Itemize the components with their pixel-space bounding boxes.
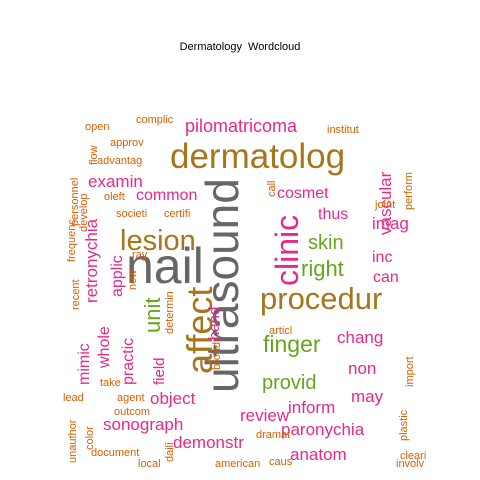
- word-perform: perform: [403, 172, 415, 210]
- word-procedur: procedur: [260, 281, 382, 316]
- word-field: field: [151, 357, 168, 385]
- word-skin: skin: [308, 232, 344, 254]
- word-personnel: personnel: [69, 178, 81, 226]
- word-review: review: [240, 406, 290, 425]
- word-cleari: cleari: [400, 450, 426, 462]
- word-chang: chang: [337, 328, 383, 347]
- word-complic: complic: [136, 114, 174, 126]
- word-local: local: [138, 458, 161, 470]
- word-advantag: advantag: [97, 155, 142, 167]
- word-take: take: [100, 377, 121, 389]
- chart-title: Dermatology Wordcloud: [179, 41, 301, 53]
- word-right: right: [301, 256, 344, 281]
- word-examin: examin: [88, 172, 143, 191]
- word-oleft: oleft: [104, 191, 125, 203]
- word-institut: institut: [327, 124, 359, 136]
- word-clinic: clinic: [269, 215, 305, 286]
- word-flow: flow: [88, 145, 100, 165]
- word-ray: ray: [132, 249, 148, 261]
- word-object: object: [150, 389, 196, 408]
- word-open: open: [85, 121, 109, 133]
- word-call: call: [266, 180, 278, 197]
- word-lead: lead: [63, 392, 84, 404]
- word-document: document: [91, 447, 139, 459]
- word-may: may: [351, 387, 384, 406]
- word-thus: thus: [318, 206, 348, 223]
- word-vascular: vascular: [376, 171, 395, 235]
- word-outcom: outcom: [114, 406, 150, 418]
- word-pilomatricoma: pilomatricoma: [185, 116, 298, 136]
- word-color: color: [84, 426, 96, 450]
- word-whole: whole: [96, 326, 113, 369]
- word-dermatolog: dermatolog: [170, 137, 345, 176]
- word-new: new: [127, 270, 139, 290]
- word-agent: agent: [117, 392, 145, 404]
- word-hand: hand: [206, 307, 223, 340]
- word-lesion: lesion: [120, 225, 196, 257]
- word-nail: nail: [126, 238, 204, 294]
- word-plastic: plastic: [398, 409, 410, 441]
- word-ultrasound: ultrasound: [196, 178, 248, 393]
- word-determin: determin: [164, 291, 176, 334]
- word-frequenc: frequenc: [66, 219, 78, 262]
- word-provid: provid: [262, 372, 316, 394]
- word-inform: inform: [288, 398, 335, 417]
- word-daili: daili: [164, 442, 176, 462]
- word-approv: approv: [110, 137, 144, 149]
- word-cosmet: cosmet: [277, 185, 329, 202]
- word-societi: societi: [116, 208, 147, 220]
- word-practic: practic: [120, 338, 137, 385]
- word-inc: inc: [372, 249, 392, 266]
- word-develop: develop: [78, 193, 90, 232]
- word-affect: affect: [179, 287, 220, 374]
- word-recent: recent: [70, 279, 82, 310]
- word-non: non: [348, 359, 376, 378]
- word-finger: finger: [263, 331, 321, 357]
- word-caus: caus: [269, 456, 293, 468]
- word-demonstr: demonstr: [173, 433, 244, 452]
- word-retronychia: retronychia: [82, 218, 101, 303]
- word-can: can: [373, 269, 399, 286]
- word-import: import: [404, 356, 416, 387]
- word-broad: broad: [211, 342, 223, 370]
- word-applic: applic: [109, 255, 126, 297]
- word-sonograph: sonograph: [103, 415, 183, 434]
- word-imag: imag: [372, 214, 409, 233]
- word-articl: articl: [269, 325, 292, 337]
- word-mimic: mimic: [76, 343, 93, 385]
- word-certifi: certifi: [164, 208, 190, 220]
- word-unauthor: unauthor: [67, 419, 79, 463]
- word-involv: involv: [396, 458, 425, 470]
- word-dramat: dramat: [256, 429, 290, 441]
- word-unit: unit: [140, 298, 165, 333]
- word-anatom: anatom: [290, 445, 347, 464]
- word-common: common: [136, 187, 197, 204]
- word-paronychia: paronychia: [281, 420, 365, 439]
- word-american: american: [215, 458, 260, 470]
- word-joint: joint: [374, 199, 395, 211]
